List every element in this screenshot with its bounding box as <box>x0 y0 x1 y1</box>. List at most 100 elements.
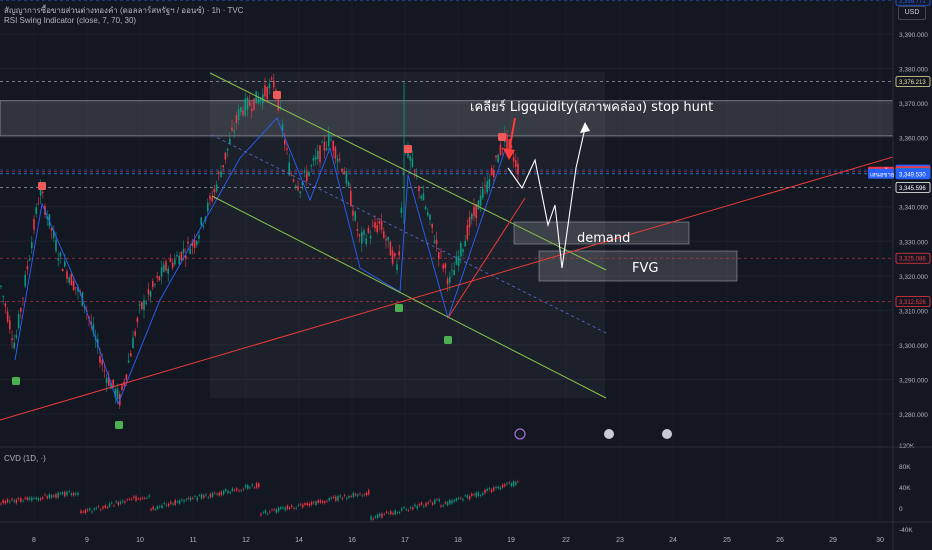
cvd-bar <box>35 497 37 500</box>
candle-body <box>411 158 414 168</box>
cvd-bar <box>122 500 124 503</box>
price-tag <box>895 181 931 193</box>
candle-body <box>477 200 480 210</box>
cvd-bar <box>321 501 324 503</box>
candle-body <box>127 360 130 363</box>
candle-body <box>35 207 37 215</box>
cvd-bar <box>317 500 319 503</box>
cvd-bar <box>53 495 55 497</box>
swing-high-marker <box>273 91 281 99</box>
candle-body <box>433 240 436 243</box>
cvd-bar <box>308 503 311 506</box>
price-tag <box>895 168 931 180</box>
candle-body <box>145 302 147 304</box>
candle-body <box>147 289 150 295</box>
candle-body <box>383 231 385 238</box>
cvd-bar <box>341 498 344 499</box>
cvd-bar <box>493 487 495 491</box>
cvd-bar <box>9 501 11 503</box>
cvd-bar <box>50 495 53 498</box>
cvd-bar <box>115 501 117 503</box>
candle-body <box>376 225 378 232</box>
candle-body <box>158 276 161 281</box>
time-tick-label: 29 <box>829 537 837 544</box>
candle-body <box>169 258 172 262</box>
zigzag-line <box>14 117 506 406</box>
cvd-bar <box>495 487 497 489</box>
cvd-bar <box>238 490 240 492</box>
candle-body <box>402 173 405 175</box>
cvd-bar <box>104 505 106 508</box>
cvd-bar <box>372 518 374 520</box>
time-tick-label: 22 <box>562 537 570 544</box>
candle-body <box>121 384 123 391</box>
candle-body <box>202 225 205 227</box>
cvd-bar <box>288 507 291 509</box>
candle-body <box>165 261 167 271</box>
candle-body <box>101 360 103 365</box>
cvd-bar <box>55 493 57 498</box>
cvd-bar <box>484 489 486 494</box>
candle-body <box>354 211 356 221</box>
cvd-bar <box>332 496 335 498</box>
cvd-bar <box>117 502 120 506</box>
cvd-bar <box>471 493 473 496</box>
cvd-bar <box>407 510 410 511</box>
cvd-bar <box>258 483 260 488</box>
currency-button[interactable]: USD <box>898 6 926 20</box>
cvd-bar <box>163 502 165 504</box>
candle-body <box>92 324 95 334</box>
cvd-bar <box>376 514 379 519</box>
cvd-bar <box>304 503 306 505</box>
cvd-bar <box>146 497 148 499</box>
candle-body <box>515 160 517 168</box>
cvd-bar <box>326 500 328 502</box>
candle-body <box>130 353 132 357</box>
cvd-bar <box>506 483 508 485</box>
candle-body <box>55 239 57 252</box>
candle-body <box>182 248 185 253</box>
candle-body <box>108 376 110 386</box>
cvd-bar <box>392 512 394 515</box>
candle-body <box>493 169 495 178</box>
candle-body <box>143 299 145 311</box>
cvd-label: CVD (1D, ·) <box>4 454 46 463</box>
cvd-bar <box>446 502 449 506</box>
price-tick-label: 3,390.000 <box>899 32 928 39</box>
candle-body <box>400 207 403 213</box>
candle-body <box>501 147 504 150</box>
cvd-bar <box>152 506 154 510</box>
candle-body <box>189 248 191 254</box>
cvd-bar <box>462 498 464 501</box>
candle-body <box>312 157 315 161</box>
cvd-bar <box>93 508 95 510</box>
candle-body <box>442 264 444 269</box>
cvd-bar <box>490 489 493 493</box>
cvd-bar <box>37 498 40 501</box>
candle-body <box>134 331 136 336</box>
cvd-bar <box>233 489 236 491</box>
cvd-bar <box>277 507 280 512</box>
swing-high-marker <box>38 182 46 190</box>
price-tag <box>895 76 931 88</box>
cvd-bar <box>135 496 137 501</box>
candle-body <box>409 156 411 161</box>
candle-body <box>484 184 486 187</box>
candle-body <box>20 308 22 312</box>
cvd-bar <box>409 507 412 509</box>
cvd-bar <box>255 482 258 488</box>
candle-body <box>356 229 359 231</box>
candle-body <box>233 130 235 132</box>
bid-ask-tag <box>868 168 894 179</box>
candle-body <box>222 165 224 168</box>
candle-body <box>4 303 7 307</box>
price-tick-label: 3,360.000 <box>899 136 928 143</box>
drawings[interactable] <box>0 72 894 440</box>
candle-body <box>303 170 306 173</box>
cvd-bar <box>425 503 427 507</box>
candle-body <box>396 264 398 271</box>
candle-body <box>290 174 293 176</box>
indicator-title[interactable]: RSI Swing Indicator (close, 7, 70, 30) <box>4 16 137 25</box>
